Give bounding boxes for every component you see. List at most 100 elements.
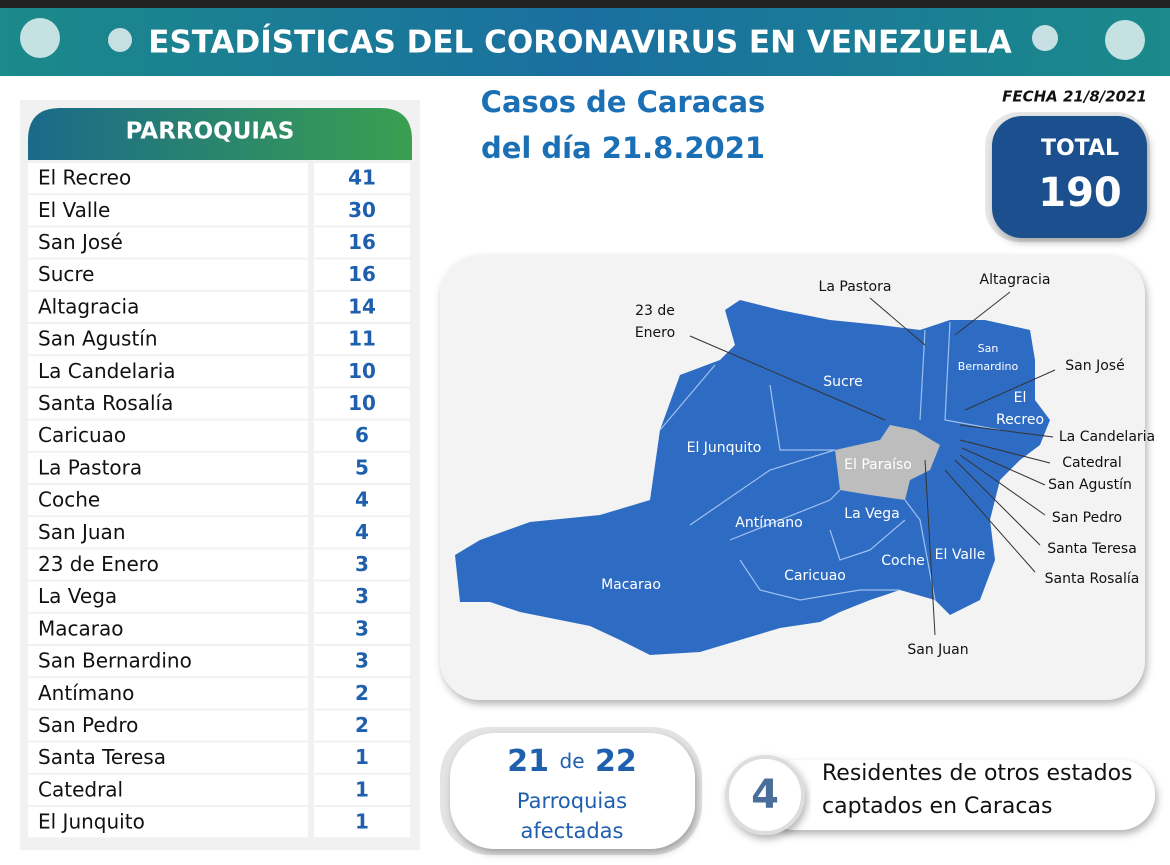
parish-cases: 30 [348, 198, 376, 222]
map-label: Santa Teresa [1047, 541, 1137, 557]
header-title: ESTADÍSTICAS DEL CORONAVIRUS EN VENEZUEL… [148, 25, 1011, 61]
parish-name: El Recreo [38, 166, 131, 190]
subtitle-line: del día 21.8.2021 [481, 131, 765, 165]
row-name-cell [28, 646, 308, 677]
row-name-cell [28, 807, 308, 838]
parish-cases: 3 [355, 584, 369, 608]
row-value-cell [314, 227, 410, 258]
row-value-cell [314, 291, 410, 322]
parish-name: 23 de Enero [38, 552, 159, 576]
row-value-cell [314, 324, 410, 355]
parish-name: La Vega [38, 584, 117, 608]
map-label: La Vega [844, 506, 899, 522]
parish-cases: 6 [355, 423, 369, 447]
map-label: San Agustín [1048, 477, 1132, 493]
parish-name: La Pastora [38, 455, 142, 479]
table-header-tab [28, 108, 412, 160]
row-name-cell [28, 227, 308, 258]
parish-name: El Valle [38, 198, 110, 222]
others-box [760, 760, 1155, 830]
parish-name: San Juan [38, 520, 126, 544]
map-label: Coche [881, 553, 925, 569]
parish-name: El Junquito [38, 810, 145, 834]
parish-cases: 14 [348, 294, 376, 318]
map-label: Sucre [823, 374, 863, 390]
parish-cases: 4 [355, 520, 369, 544]
parish-cases: 1 [355, 745, 369, 769]
row-value-cell [314, 646, 410, 677]
parish-name: Macarao [38, 616, 123, 640]
parish-cases: 1 [355, 810, 369, 834]
map-label: Caricuao [784, 568, 846, 584]
row-value-cell [314, 163, 410, 194]
parish-cases: 3 [355, 552, 369, 576]
row-value-cell [314, 613, 410, 644]
row-name-cell [28, 774, 308, 805]
parish-cases: 3 [355, 649, 369, 673]
map-label: La Candelaria [1059, 429, 1155, 445]
parish-cases: 10 [348, 359, 376, 383]
row-name-cell [28, 195, 308, 226]
total-value: 190 [1038, 170, 1122, 216]
parish-name: Antímano [38, 681, 134, 705]
caracas-map [455, 300, 1050, 655]
row-value-cell [314, 774, 410, 805]
parish-name: Coche [38, 488, 100, 512]
row-name-cell [28, 324, 308, 355]
row-name-cell [28, 678, 308, 709]
others-circle [725, 755, 805, 835]
parish-name: Caricuao [38, 423, 126, 447]
parish-name: San Bernardino [38, 649, 192, 673]
parish-cases: 11 [348, 327, 376, 351]
map-label: Altagracia [980, 272, 1051, 288]
leader-lines [689, 291, 1056, 636]
row-name-cell [28, 420, 308, 451]
row-value-cell [314, 356, 410, 387]
row-value-cell [314, 581, 410, 612]
row-value-cell [314, 710, 410, 741]
row-value-cell [314, 420, 410, 451]
row-value-cell [314, 678, 410, 709]
row-value-cell [314, 195, 410, 226]
others-text: Residentes de otros estados [822, 761, 1133, 786]
row-name-cell [28, 549, 308, 580]
parish-cases: 2 [355, 681, 369, 705]
parish-name: Santa Teresa [38, 745, 166, 769]
parish-name: San José [38, 230, 123, 254]
map-label: Bernardino [958, 360, 1019, 373]
parish-cases: 2 [355, 713, 369, 737]
row-value-cell [314, 259, 410, 290]
affected-of: 22 [595, 744, 637, 779]
header-band [0, 8, 1170, 76]
parish-name: Catedral [38, 777, 123, 801]
row-name-cell [28, 517, 308, 548]
affected-joiner: de [560, 749, 585, 773]
total-box [992, 116, 1147, 238]
row-value-cell [314, 742, 410, 773]
affected-count: 21 [507, 744, 549, 779]
parish-cases: 16 [348, 262, 376, 286]
map-label: San [978, 342, 999, 355]
map-label: La Pastora [819, 279, 892, 295]
parish-name: San Agustín [38, 327, 158, 351]
parish-name: Santa Rosalía [38, 391, 173, 415]
map-label: Recreo [996, 412, 1044, 428]
row-value-cell [314, 452, 410, 483]
date: FECHA 21/8/2021 [1002, 88, 1147, 106]
map-label: El [1014, 390, 1027, 406]
row-name-cell [28, 259, 308, 290]
row-value-cell [314, 517, 410, 548]
total-label: TOTAL [1041, 136, 1119, 161]
map-label: Macarao [601, 577, 661, 593]
parish-name: Altagracia [38, 294, 139, 318]
parish-cases: 4 [355, 488, 369, 512]
others-text: captados en Caracas [822, 794, 1052, 819]
row-value-cell [314, 549, 410, 580]
parish-cases: 41 [348, 166, 376, 190]
row-name-cell [28, 485, 308, 516]
map-label: El Valle [935, 547, 986, 563]
parish-cases: 10 [348, 391, 376, 415]
affected-text: afectadas [521, 819, 624, 843]
